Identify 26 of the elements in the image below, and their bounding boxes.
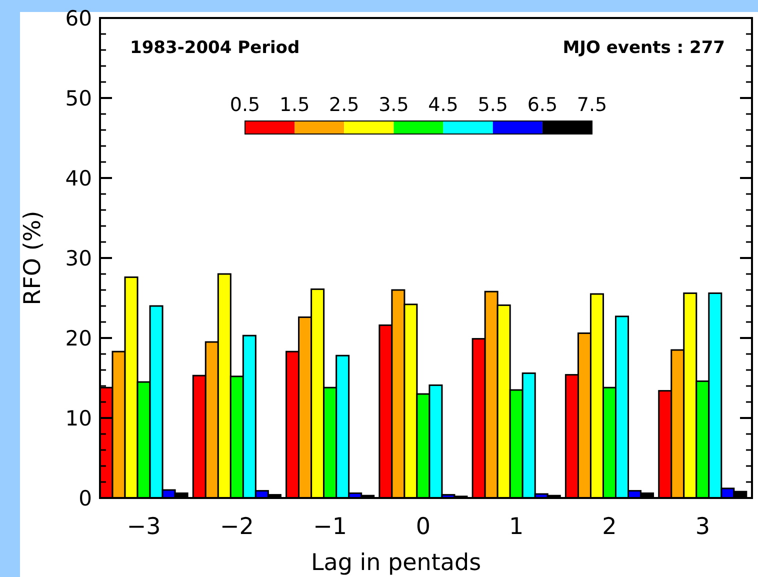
annotation: 3.5 — [378, 94, 409, 116]
annotation: 7.5 — [576, 94, 608, 116]
y-axis-title: RFO (%) — [20, 210, 46, 306]
annotation: 4.5 — [428, 94, 458, 116]
x-tick-label: −3 — [126, 514, 161, 540]
annotation: 1.5 — [279, 94, 310, 116]
x-tick-label: −2 — [220, 514, 254, 540]
y-tick-label: 50 — [65, 86, 92, 110]
annotation: 0.5 — [230, 94, 260, 116]
annotation: 1983-2004 Period — [130, 38, 300, 58]
x-tick-label: 2 — [602, 514, 617, 540]
x-tick-label: −1 — [313, 514, 348, 540]
y-tick-label: 30 — [65, 246, 92, 270]
annotation: 5.5 — [478, 94, 508, 116]
y-tick-label: 20 — [65, 326, 92, 350]
x-tick-label: 1 — [509, 514, 524, 540]
annotation: MJO events : 277 — [562, 38, 725, 58]
x-tick-label: 0 — [416, 514, 431, 540]
y-tick-label: 40 — [65, 166, 92, 190]
y-tick-label: 60 — [65, 6, 92, 30]
y-tick-label: 0 — [78, 486, 92, 510]
annotation: 2.5 — [329, 94, 360, 116]
x-axis-title: Lag in pentads — [310, 550, 482, 576]
y-tick-label: 10 — [65, 406, 92, 430]
x-tick-label: 3 — [695, 514, 710, 540]
annotation: 6.5 — [527, 94, 558, 116]
